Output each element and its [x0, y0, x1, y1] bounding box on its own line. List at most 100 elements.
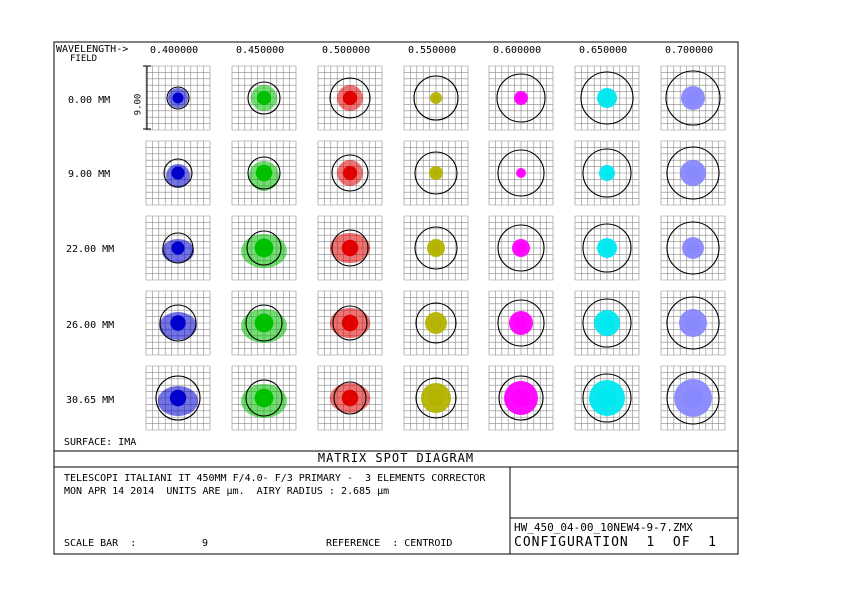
- airy-circle: [582, 148, 632, 198]
- airy-circle: [155, 375, 201, 421]
- spot-cell: [660, 65, 726, 131]
- spot-cell: [145, 140, 211, 206]
- diagram-title: MATRIX SPOT DIAGRAM: [317, 451, 475, 465]
- airy-circle: [332, 305, 368, 341]
- spot-core: [432, 94, 440, 102]
- spot-cell: [574, 290, 640, 356]
- spot-cell: [574, 140, 640, 206]
- spot-core: [342, 165, 358, 181]
- airy-circle: [666, 296, 720, 350]
- airy-circle: [159, 304, 197, 342]
- wavelength-label: 0.650000: [579, 45, 628, 56]
- spot-core: [685, 315, 701, 331]
- spot-core: [511, 388, 531, 408]
- airy-circle: [162, 232, 194, 264]
- field-label: 30.65 MM: [66, 395, 115, 406]
- airy-circle: [496, 73, 546, 123]
- spot-core: [686, 241, 700, 255]
- spot-cell: [403, 290, 469, 356]
- spot-cell: [488, 140, 554, 206]
- field-label: 0.00 MM: [68, 95, 111, 106]
- field-header-label: FIELD: [70, 54, 98, 64]
- spot-cell: [403, 65, 469, 131]
- description-line-1: TELESCOPI ITALIANI IT 450MM F/4.0- F/3 P…: [64, 473, 486, 484]
- spot-cell: [488, 215, 554, 281]
- wavelength-label: 0.450000: [236, 45, 285, 56]
- spot-cell: [317, 365, 383, 431]
- wavelength-label: 0.600000: [493, 45, 542, 56]
- spot-cell: [145, 215, 211, 281]
- spot-cell: [488, 65, 554, 131]
- airy-circle: [582, 298, 632, 348]
- scale-marker: [143, 65, 151, 130]
- airy-circle: [331, 229, 369, 267]
- spot-cell: [317, 65, 383, 131]
- spot-cell: [488, 290, 554, 356]
- airy-circle: [666, 371, 720, 425]
- field-label: 9.00 MM: [68, 169, 111, 180]
- spot-core: [432, 169, 440, 177]
- spot-core: [169, 389, 187, 407]
- filename: HW_450_04-00_10NEW4-9-7.ZMX: [514, 521, 693, 534]
- airy-circle: [582, 373, 632, 423]
- airy-circle: [329, 77, 371, 119]
- spot-cell: [231, 215, 297, 281]
- scale-marker-label: 9.00: [133, 93, 144, 116]
- airy-circle: [166, 86, 190, 110]
- airy-circle: [580, 71, 634, 125]
- airy-circle: [665, 70, 721, 126]
- airy-circle: [414, 226, 458, 270]
- airy-circle: [247, 81, 281, 115]
- configuration-label: CONFIGURATION 1 OF 1: [514, 535, 718, 550]
- spot-core: [254, 388, 274, 408]
- airy-circle: [413, 75, 459, 121]
- airy-circle: [245, 304, 283, 342]
- spot-cell: [231, 140, 297, 206]
- airy-circle: [247, 156, 281, 190]
- spot-core: [341, 389, 359, 407]
- spot-cell: [317, 140, 383, 206]
- spot-core: [342, 90, 358, 106]
- spot-core: [686, 91, 700, 105]
- airy-circle: [497, 224, 545, 272]
- airy-circle: [415, 302, 457, 344]
- wavelength-header-label: WAVELENGTH->: [56, 44, 129, 55]
- spot-cell: [403, 365, 469, 431]
- spot-cell: [317, 215, 383, 281]
- wavelength-label: 0.400000: [150, 45, 199, 56]
- spot-cell: [403, 140, 469, 206]
- airy-circle: [414, 151, 458, 195]
- spot-cell: [145, 365, 211, 431]
- airy-circle: [498, 375, 544, 421]
- airy-circle: [666, 221, 720, 275]
- spot-cell: [574, 65, 640, 131]
- spot-core: [517, 94, 525, 102]
- reference-label: REFERENCE : CENTROID: [326, 538, 453, 549]
- spot-core: [599, 315, 615, 331]
- spot-core: [254, 238, 274, 258]
- spot-cell: [660, 290, 726, 356]
- airy-circle: [163, 158, 193, 188]
- spot-core: [172, 92, 184, 104]
- airy-circle: [415, 377, 457, 419]
- wavelength-label: 0.700000: [665, 45, 714, 56]
- spot-core: [514, 316, 528, 330]
- field-label: 26.00 MM: [66, 320, 115, 331]
- airy-circle: [497, 299, 545, 347]
- spot-core: [429, 316, 443, 330]
- description-line-2: MON APR 14 2014 UNITS ARE µm. AIRY RADIU…: [64, 486, 390, 497]
- wavelength-label: 0.500000: [322, 45, 371, 56]
- spot-cell: [231, 65, 297, 131]
- spot-core: [601, 242, 613, 254]
- spot-grid: [145, 65, 726, 431]
- spot-core: [601, 92, 613, 104]
- wavelength-label: 0.550000: [408, 45, 457, 56]
- spot-core: [682, 387, 704, 409]
- spot-core: [602, 168, 612, 178]
- spot-core: [685, 165, 701, 181]
- surface-label: SURFACE: IMA: [64, 437, 137, 448]
- spot-core: [170, 315, 186, 331]
- spot-core: [516, 243, 526, 253]
- spot-core: [256, 90, 272, 106]
- spot-cell: [317, 290, 383, 356]
